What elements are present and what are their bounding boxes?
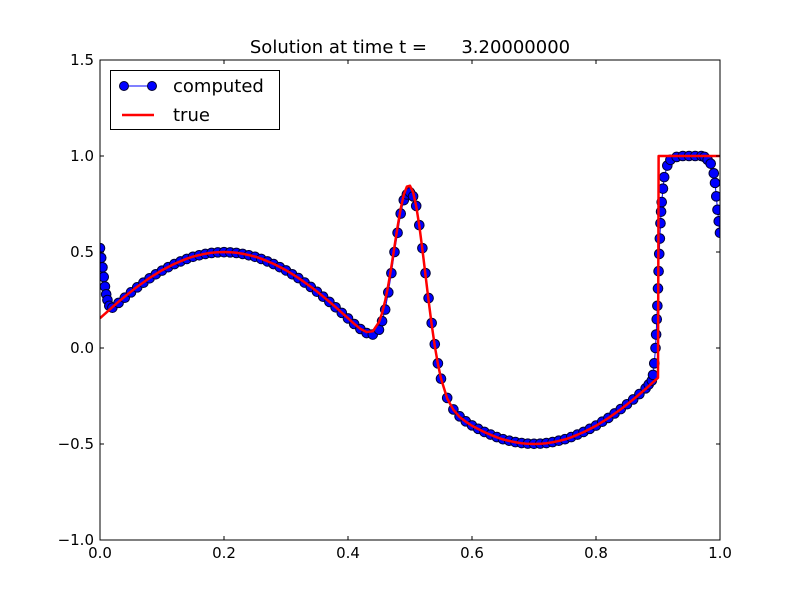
- x-tick-label: 0.0: [88, 544, 112, 562]
- y-tick-label: 0.0: [70, 339, 94, 357]
- computed-point: [654, 233, 666, 244]
- computed-point: [100, 242, 106, 254]
- true-series-line: [100, 154, 720, 446]
- computed-point: [655, 217, 666, 229]
- legend-box: [110, 70, 280, 130]
- y-tick-label: −1.0: [58, 531, 94, 549]
- y-tick-label: 1.0: [70, 147, 94, 165]
- legend-true-label: true: [173, 105, 210, 126]
- x-tick-label: 0.4: [336, 544, 360, 562]
- legend: computed true: [110, 70, 280, 130]
- ticks-layer: 0.0 0.2 0.4 0.6 0.8 1.0 −1.0 −0.5 0.0 0.5 1.0 1.5: [58, 51, 732, 562]
- x-tick-label: 0.8: [584, 544, 608, 562]
- plot-frame: [99, 59, 721, 541]
- y-tick-label: 1.5: [70, 51, 94, 69]
- computed-point: [710, 191, 720, 202]
- chart-title: Solution at time t = 3.20000000: [250, 37, 570, 58]
- legend-computed-marker: [147, 81, 157, 91]
- x-tick-label: 0.2: [212, 544, 236, 562]
- x-tick-label: 1.0: [708, 544, 732, 562]
- computed-point: [658, 171, 670, 183]
- computed-point: [650, 329, 662, 340]
- computed-point: [651, 313, 663, 325]
- computed-point: [705, 158, 717, 169]
- legend-computed-label: computed: [173, 76, 264, 97]
- computed-point: [714, 227, 720, 239]
- x-tick-label: 0.6: [460, 544, 484, 562]
- computed-point: [713, 215, 720, 227]
- series-layer: [100, 150, 720, 450]
- computed-point: [712, 204, 720, 216]
- legend-computed-marker: [119, 81, 129, 91]
- y-tick-label: 0.5: [70, 243, 94, 261]
- computed-point: [708, 167, 720, 179]
- computed-point: [709, 177, 720, 189]
- y-tick-label: −0.5: [58, 435, 94, 453]
